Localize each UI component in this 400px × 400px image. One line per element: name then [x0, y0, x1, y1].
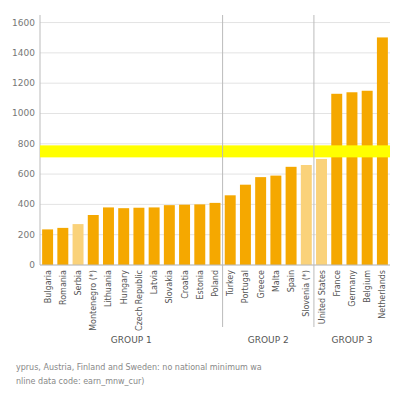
y-tick-label: 1400 [12, 48, 35, 58]
group-label: GROUP 2 [248, 335, 289, 345]
y-tick-label: 800 [18, 139, 35, 149]
x-tick-label: United States [318, 270, 327, 324]
x-tick-label: Latvia [150, 270, 159, 294]
footnote: nline data code: earn_mnw_cur) [16, 377, 144, 386]
x-tick-label: Czech Republic [135, 270, 144, 331]
bar [210, 203, 221, 265]
bar [73, 224, 84, 265]
x-tick-label: France [333, 270, 342, 297]
bar [331, 94, 342, 265]
x-tick-label: Bulgaria [44, 270, 53, 303]
x-tick-label: Slovakia [165, 270, 174, 304]
group-separator [222, 15, 223, 327]
bar [316, 159, 327, 265]
bar [42, 229, 53, 265]
bar [57, 228, 68, 265]
x-tick-label: Portugal [241, 270, 250, 303]
y-tick-label: 1200 [12, 78, 35, 88]
x-axis-line [40, 265, 390, 266]
x-tick-label: Serbia [74, 270, 83, 296]
y-tick-label: 1000 [12, 108, 35, 118]
y-tick-label: 400 [18, 199, 35, 209]
bar [225, 195, 236, 265]
x-tick-label: Spain [287, 270, 296, 292]
group-label: GROUP 3 [331, 335, 372, 345]
grid-line [40, 52, 390, 53]
group-separator [313, 15, 314, 327]
bar [346, 92, 357, 265]
y-tick-label: 600 [18, 169, 35, 179]
x-tick-label: Poland [211, 270, 220, 297]
bar [164, 205, 175, 265]
y-tick-label: 0 [29, 260, 35, 270]
x-tick-label: Romania [59, 270, 68, 305]
x-tick-label: Montenegro (*) [89, 270, 98, 331]
bar [362, 91, 373, 265]
bar [301, 165, 312, 265]
bar [149, 207, 160, 265]
x-tick-label: Malta [272, 270, 281, 292]
chart: 0 200 400 600 800 1000 1200 1400 1600 Bulgaria Rom… [0, 0, 400, 400]
threshold-band [40, 145, 390, 157]
footnote: yprus, Austria, Finland and Sweden: no n… [16, 363, 262, 372]
bar [194, 204, 205, 265]
bar [133, 208, 144, 265]
bar [88, 215, 99, 265]
grid-line [40, 83, 390, 84]
y-tick-label: 200 [18, 230, 35, 240]
x-tick-label: Netherlands [378, 270, 387, 319]
x-tick-label: Croatia [181, 270, 190, 299]
x-tick-label: Germany [348, 270, 357, 307]
bar [240, 185, 251, 265]
bar [179, 205, 190, 265]
x-tick-label: Estonia [196, 270, 205, 300]
bar [286, 167, 297, 265]
group-label: GROUP 1 [111, 335, 152, 345]
grid-line [40, 22, 390, 23]
x-tick-label: Belgium [363, 270, 372, 303]
x-tick-label: Lithuania [104, 270, 113, 307]
grid-line [40, 265, 390, 266]
x-tick-label: Greece [257, 270, 266, 299]
x-tick-label: Slovenia (*) [302, 270, 311, 317]
y-axis-line [40, 15, 41, 265]
bar [270, 176, 281, 265]
plot-area [40, 37, 390, 265]
x-tick-label: Hungary [120, 270, 129, 304]
bar [118, 208, 129, 265]
bar [103, 207, 114, 265]
y-tick-label: 1600 [12, 18, 35, 28]
bar [255, 177, 266, 265]
x-tick-label: Turkey [226, 270, 235, 297]
